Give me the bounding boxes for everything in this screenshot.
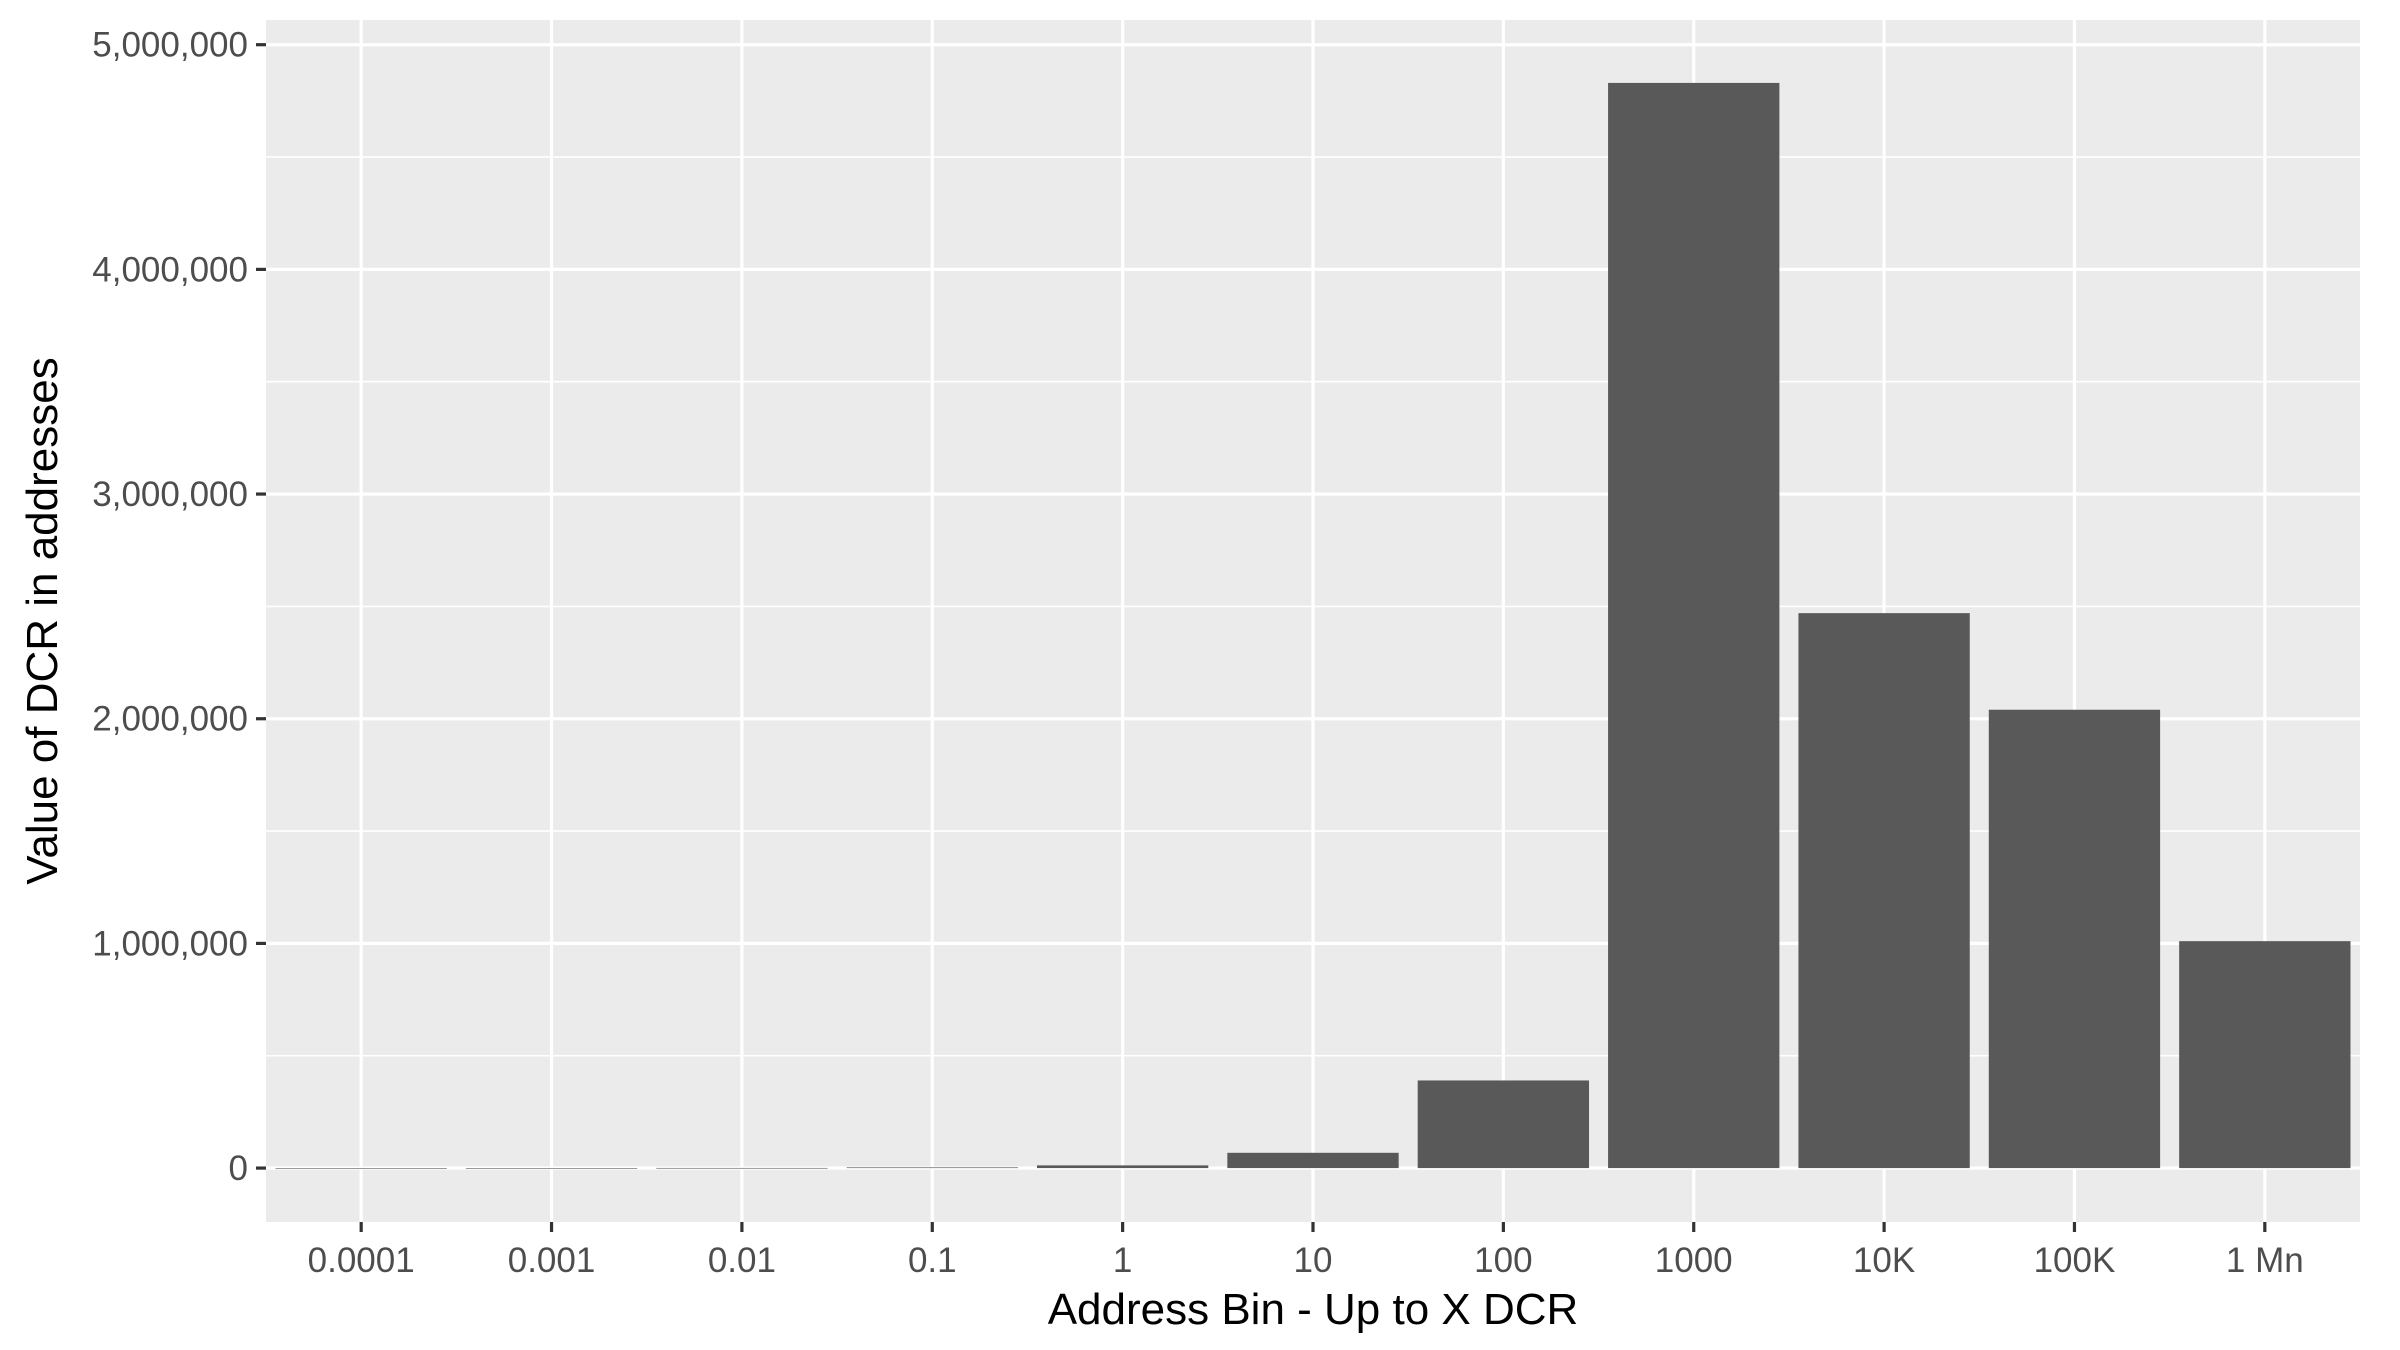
x-tick-label: 10K — [1853, 1241, 1915, 1280]
y-axis-title: Value of DCR in addresses — [18, 357, 67, 884]
y-tick-label: 0 — [229, 1149, 248, 1188]
bar-0.0001 — [275, 1168, 447, 1169]
bar-0.1 — [846, 1167, 1018, 1169]
x-tick-label: 0.01 — [708, 1241, 776, 1280]
x-axis-title: Address Bin - Up to X DCR — [1048, 1285, 1579, 1334]
y-tick-label: 1,000,000 — [92, 924, 248, 963]
bar-10k — [1798, 613, 1970, 1169]
bar-1000 — [1608, 82, 1780, 1169]
bar-0.01 — [656, 1167, 828, 1169]
y-tick-label: 3,000,000 — [92, 475, 248, 514]
bars — [275, 82, 2351, 1169]
bar-1 — [1036, 1165, 1209, 1169]
x-tick-label: 0.0001 — [308, 1241, 415, 1280]
bar-100 — [1417, 1080, 1590, 1169]
x-tick-label: 100K — [2034, 1241, 2116, 1280]
y-tick-label: 5,000,000 — [92, 26, 248, 65]
x-tick-label: 1 Mn — [2226, 1241, 2304, 1280]
bar-1-mn — [2179, 941, 2351, 1169]
x-tick-label: 0.001 — [508, 1241, 596, 1280]
x-tick-label: 1 — [1113, 1241, 1132, 1280]
bar-0.001 — [465, 1168, 638, 1169]
y-tick-label: 2,000,000 — [92, 700, 248, 739]
axes: 0 1,000,000 2,000,000 3,000,000 4,000,000 5,0… — [92, 26, 2303, 1280]
bar-10 — [1227, 1152, 1399, 1169]
x-tick-label: 1000 — [1655, 1241, 1733, 1280]
y-tick-label: 4,000,000 — [92, 250, 248, 289]
x-tick-label: 0.1 — [908, 1241, 957, 1280]
x-tick-label: 100 — [1474, 1241, 1532, 1280]
bar-100k — [1988, 709, 2161, 1169]
x-tick-label: 10 — [1294, 1241, 1333, 1280]
